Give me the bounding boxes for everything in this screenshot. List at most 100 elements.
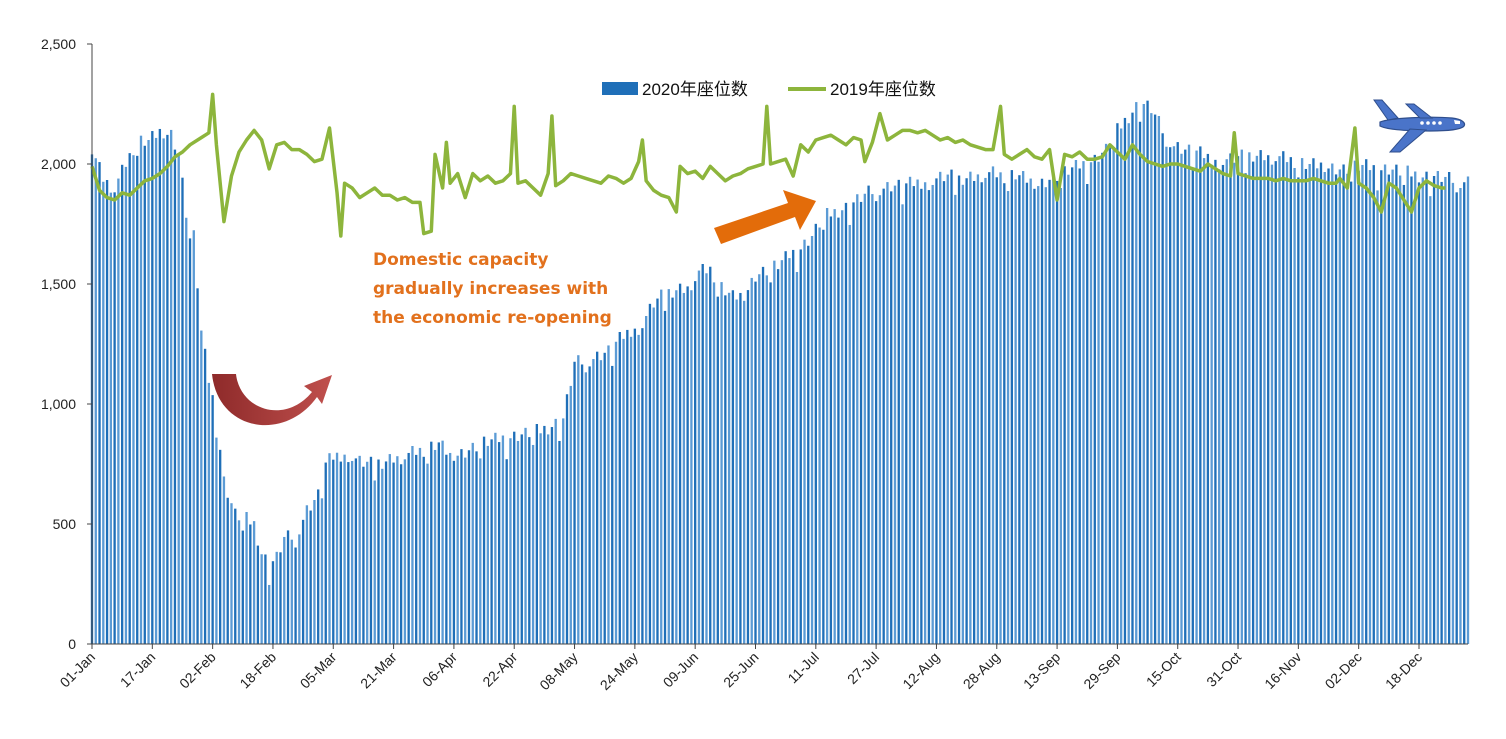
bar-2020 <box>856 194 859 645</box>
x-tick-label: 02-Feb <box>176 649 219 692</box>
bar-2020 <box>1086 184 1089 644</box>
bar-2020 <box>682 292 686 644</box>
bar-2020 <box>264 554 267 644</box>
bar-2020 <box>878 195 882 644</box>
x-tick-label: 05-Mar <box>297 649 340 692</box>
x-tick-label: 22-Apr <box>479 649 520 690</box>
bar-2020 <box>105 180 109 644</box>
bar-2020 <box>893 185 897 644</box>
annotation-line-2: gradually increases with <box>373 279 608 299</box>
bar-2020 <box>1044 187 1047 644</box>
bar-2020 <box>324 462 327 644</box>
bar-2020 <box>1282 151 1285 644</box>
bar-2020 <box>720 282 723 644</box>
bar-2020 <box>1429 196 1432 644</box>
x-tick-label: 21-Mar <box>357 649 400 692</box>
x-tick-label: 02-Dec <box>1322 649 1365 692</box>
bar-2020 <box>154 137 158 645</box>
x-tick-label: 06-Apr <box>419 649 460 690</box>
bar-2020 <box>562 418 565 644</box>
bar-2020 <box>596 351 599 644</box>
bar-2020 <box>769 282 772 644</box>
bar-2020 <box>1319 162 1323 644</box>
x-tick-label: 28-Aug <box>960 649 1003 692</box>
bar-2020 <box>1025 182 1029 644</box>
bar-2020 <box>784 251 787 644</box>
bar-2020 <box>942 181 946 644</box>
bar-2020 <box>494 432 497 644</box>
bar-2020 <box>369 456 373 644</box>
bar-2020 <box>339 461 342 644</box>
annotation-text: Domestic capacity gradually increases wi… <box>373 250 612 328</box>
bar-2020 <box>203 348 207 644</box>
bar-2020 <box>833 209 836 644</box>
bar-2020 <box>1316 168 1319 644</box>
bar-2020 <box>1244 173 1247 644</box>
bar-2020 <box>241 530 244 644</box>
bar-2020 <box>1353 160 1357 644</box>
bar-2020 <box>905 183 908 645</box>
bar-2020 <box>501 435 505 644</box>
bar-2020 <box>109 192 113 644</box>
bar-2020 <box>950 169 953 644</box>
bar-2020 <box>1202 158 1206 644</box>
bar-2020 <box>1391 169 1394 644</box>
bar-2020 <box>230 503 233 644</box>
bar-2020 <box>309 510 312 644</box>
bar-2020 <box>1089 162 1093 645</box>
bar-2020 <box>535 424 539 644</box>
bar-2020 <box>237 520 241 644</box>
line-2019 <box>90 92 1446 238</box>
bar-2020 <box>332 459 335 644</box>
annotation-line-1: Domestic capacity <box>373 250 548 270</box>
bar-2020 <box>426 463 429 644</box>
bar-2020 <box>1425 171 1428 644</box>
bar-2020 <box>396 456 399 644</box>
bar-2020 <box>622 338 625 644</box>
bar-2020 <box>1172 146 1176 645</box>
bar-2020 <box>128 153 131 644</box>
bar-2020 <box>969 171 972 644</box>
bar-2020 <box>162 138 165 644</box>
bar-2020 <box>313 500 316 644</box>
bar-2020 <box>1440 181 1443 645</box>
bar-2020 <box>1466 176 1470 645</box>
x-tick-label: 31-Oct <box>1203 649 1244 690</box>
bar-2020 <box>1263 160 1266 644</box>
bar-2020 <box>403 459 407 644</box>
bar-2020 <box>1327 168 1330 645</box>
bar-2020 <box>1225 159 1228 644</box>
bar-2020 <box>712 282 716 644</box>
bar-2020 <box>1361 164 1364 644</box>
bar-2020 <box>1274 161 1277 644</box>
bar-2020 <box>611 365 614 644</box>
bar-2020 <box>931 184 934 644</box>
bar-2020 <box>1029 178 1032 644</box>
x-tick-label: 24-May <box>597 649 641 693</box>
bar-2020 <box>1338 169 1341 644</box>
bar-2020 <box>727 292 731 644</box>
bar-2020 <box>844 202 848 644</box>
bar-2020 <box>957 175 961 644</box>
bar-2020 <box>350 460 354 644</box>
bar-2020 <box>1033 188 1036 645</box>
bar-2020 <box>286 530 290 644</box>
bar-2020 <box>859 201 863 645</box>
x-tick-label: 18-Dec <box>1382 649 1425 692</box>
bar-2020 <box>136 155 139 644</box>
bar-2020 <box>991 166 995 644</box>
bar-2020 <box>173 149 177 644</box>
bar-2020 <box>317 489 320 644</box>
bar-2020 <box>1184 149 1187 644</box>
bar-2020 <box>882 188 885 644</box>
bar-2020 <box>1218 169 1221 644</box>
bar-2020 <box>1003 183 1006 644</box>
bar-2020 <box>825 208 829 644</box>
bar-2020 <box>1278 156 1281 644</box>
bar-2020 <box>1221 164 1225 644</box>
bar-2020 <box>1421 177 1424 644</box>
x-tick-label: 13-Sep <box>1020 649 1063 692</box>
bar-2020 <box>961 184 964 645</box>
bar-2020 <box>618 332 621 644</box>
bar-2020 <box>584 372 588 644</box>
